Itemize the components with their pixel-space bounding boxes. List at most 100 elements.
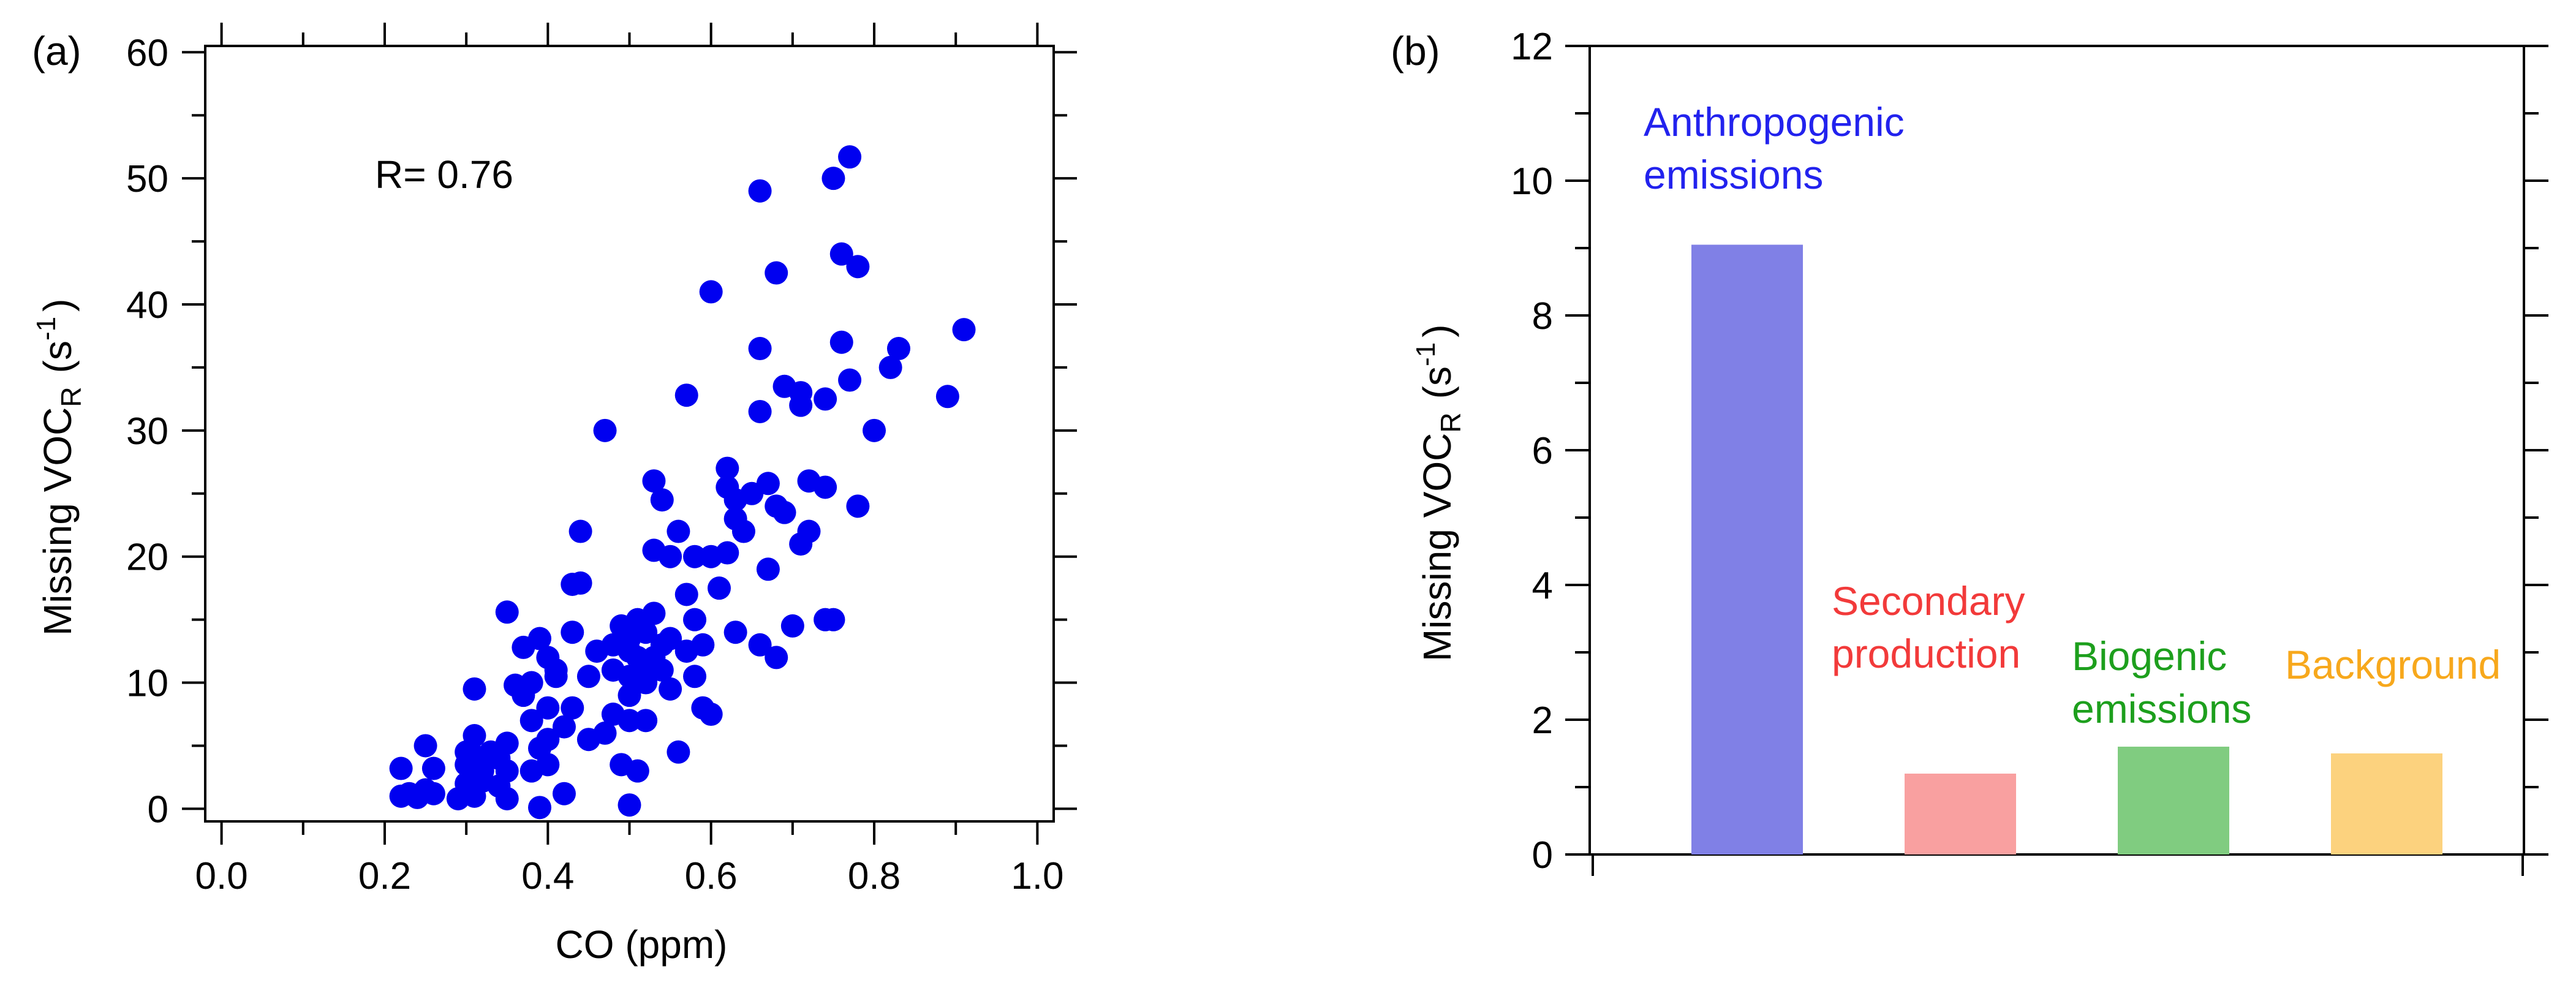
x-tick-label: 0.6 [685, 855, 738, 897]
scatter-point [618, 709, 641, 733]
bar [2118, 747, 2229, 854]
scatter-point [756, 472, 780, 496]
scatter-point [528, 627, 552, 650]
scatter-point [886, 337, 910, 361]
y-tick-label: 0 [1532, 834, 1553, 877]
y-tick-label: 50 [126, 158, 168, 200]
bar-category-labels: Anthropogenic emissions Secondary productio… [1644, 99, 2501, 731]
scatter-point [765, 646, 788, 669]
panel-label-b: (b) [1391, 28, 1440, 74]
x-tick-label: 0.4 [521, 855, 574, 897]
panel-label-a: (a) [32, 28, 81, 74]
scatter-point [683, 545, 707, 568]
scatter-y-axis-title: Missing VOCR (s-1) [31, 299, 87, 636]
scatter-point [528, 796, 552, 820]
scatter-point [552, 715, 576, 739]
bar [1691, 244, 1803, 854]
scatter-point [552, 782, 576, 805]
scatter-point [667, 740, 690, 764]
y-tick-label: 10 [126, 663, 168, 705]
scatter-point [772, 500, 796, 524]
y-title-unit-close: ) [1415, 325, 1459, 338]
scatter-point [536, 696, 560, 720]
scatter-point [846, 494, 870, 518]
scatter-point [495, 731, 519, 755]
bar-y-axis: 0 2 4 6 8 10 12 [1511, 26, 2548, 877]
y-tick-label: 2 [1532, 700, 1553, 742]
scatter-point [659, 545, 682, 568]
scatter-point [748, 633, 772, 657]
scatter-y-axis: 0 10 20 30 40 50 60 [126, 32, 1077, 831]
scatter-point [495, 786, 519, 810]
bar [2331, 753, 2442, 854]
scatter-point [576, 665, 600, 688]
scatter-point [421, 782, 445, 805]
scatter-point [650, 658, 674, 682]
scatter-point [699, 280, 723, 304]
scatter-point [634, 709, 658, 733]
scatter-point [618, 793, 641, 817]
y-tick-label: 0 [148, 788, 168, 831]
scatter-point [814, 475, 837, 499]
bar-category-label-line: Secondary [1832, 578, 2025, 624]
scatter-x-axis: 0.0 0.2 0.4 0.6 0.8 1.0 [195, 23, 1063, 897]
scatter-point [829, 242, 853, 266]
scatter-point [536, 728, 560, 752]
y-title-unit-open: (s [36, 341, 80, 373]
scatter-point [748, 337, 772, 361]
scatter-point [748, 179, 772, 203]
scatter-point [618, 684, 641, 707]
scatter-point [878, 355, 902, 379]
scatter-point [691, 633, 715, 657]
scatter-point [625, 759, 649, 783]
scatter-point [822, 167, 845, 190]
scatter-panel: (a) 0.0 0.2 0.4 0.6 0.8 1.0 0 10 20 30 40 50 60 R= … [31, 23, 1077, 967]
scatter-point [846, 255, 870, 279]
scatter-point [519, 709, 543, 733]
scatter-points [389, 145, 976, 820]
scatter-point [421, 756, 445, 780]
x-tick-label: 0.2 [358, 855, 411, 897]
scatter-point [674, 383, 698, 407]
bar [1905, 774, 2016, 854]
scatter-point [797, 519, 821, 543]
scatter-point [495, 759, 519, 783]
y-tick-label: 10 [1511, 160, 1553, 203]
scatter-point [683, 608, 707, 632]
scatter-point [707, 576, 731, 600]
svg-text:Missing VOCR(s-1): Missing VOCR (s-1) [31, 299, 87, 636]
bar-category-label-line: Anthropogenic [1644, 99, 1905, 145]
bar-category-label-line: emissions [1644, 152, 1823, 197]
scatter-point [650, 488, 674, 512]
scatter-point [838, 368, 862, 392]
bar-category-label-line: emissions [2072, 686, 2251, 731]
x-tick-label: 0.8 [848, 855, 901, 897]
y-title-unit-close: ) [36, 299, 80, 312]
bar-category-label-line: Background [2285, 642, 2501, 687]
scatter-point [674, 583, 698, 606]
svg-text:Missing VOCR(s-1): Missing VOCR (s-1) [1411, 325, 1467, 662]
bar-panel: (b) 0 2 4 6 8 10 12 Anthropogenic emissions Seco… [1391, 26, 2548, 877]
scatter-point [495, 600, 519, 624]
scatter-point [414, 734, 437, 758]
scatter-point [463, 677, 486, 701]
y-tick-label: 4 [1532, 565, 1553, 607]
y-title-subscript: R [1435, 412, 1467, 432]
bar-y-axis-title: Missing VOCR (s-1) [1411, 325, 1467, 662]
scatter-point [634, 620, 658, 644]
bar-category-label: Biogenic emissions [2072, 633, 2251, 731]
y-title-main: Missing VOC [1415, 433, 1459, 662]
scatter-point [667, 519, 690, 543]
scatter-point [829, 330, 853, 354]
bar-category-label: Background [2285, 642, 2501, 687]
scatter-point [935, 385, 959, 409]
y-title-unit-sup: -1 [1411, 342, 1441, 366]
y-tick-label: 30 [126, 410, 168, 453]
scatter-point [642, 469, 666, 493]
correlation-annotation: R= 0.76 [375, 153, 513, 197]
scatter-point [731, 519, 755, 543]
scatter-point [952, 318, 976, 342]
y-tick-label: 12 [1511, 26, 1553, 68]
scatter-point [863, 418, 886, 442]
